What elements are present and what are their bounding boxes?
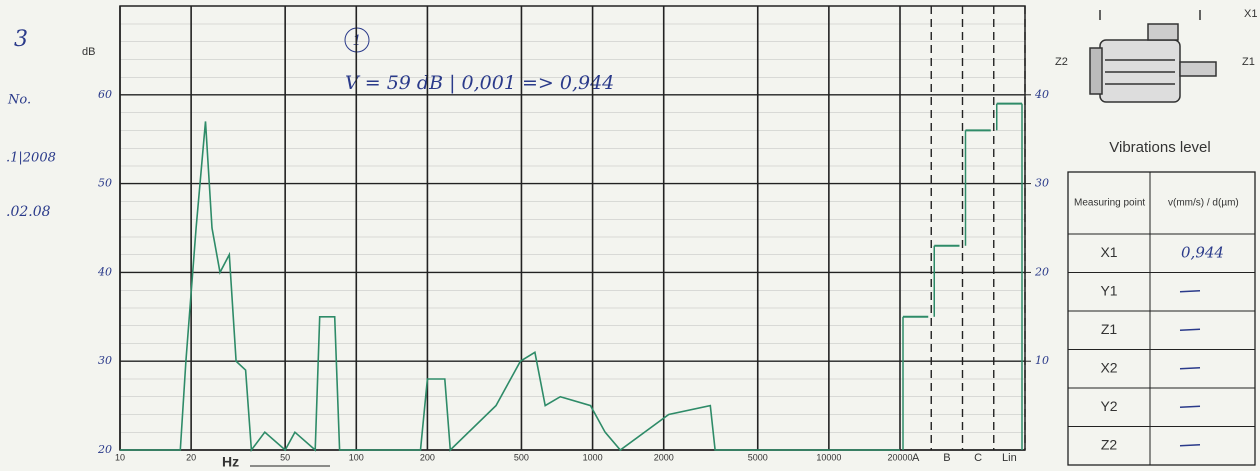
dash-mark [1180,368,1200,369]
table-frame [1068,172,1255,465]
x-tick-label: 500 [514,452,529,462]
x-tick-label: 100 [349,452,364,462]
axis-label: Z2 [1055,56,1068,68]
row-label: Z2 [1101,436,1118,452]
table-header: v(mm/s) / d(µm) [1168,198,1239,209]
margin-note: 3 [14,27,28,52]
x-tick-label: 50 [280,452,290,462]
y-tick-label: 20 [97,443,112,456]
chart: 3 No. .1|2008 .02.08 dB Hz 1 V = 59 dB |… [0,0,1260,471]
y-tick-label: 40 [97,265,112,278]
y-tick-label: 30 [98,354,112,367]
dash-mark [1180,445,1200,446]
dash-mark [1180,291,1200,292]
x-tick-label: 200 [420,452,435,462]
row-value: 0,944 [1181,243,1224,261]
x-tick-label: 20000 [887,452,912,462]
category-label: C [974,452,982,464]
y-tick-label: 60 [98,88,112,101]
page: 3 No. .1|2008 .02.08 dB Hz 1 V = 59 dB |… [0,0,1260,471]
x-tick-label: 2000 [654,452,674,462]
table-header: Measuring point [1074,198,1145,209]
x-axis-label: Hz [222,454,239,470]
x-tick-label: 1000 [583,452,603,462]
table: Measuring point v(mm/s) / d(µm) X1 0,944 Y1 Z… [1068,172,1255,465]
dash-mark [1180,329,1200,330]
category-label: B [943,452,950,464]
y2-tick-label: 40 [1034,88,1049,101]
row-label: Y2 [1100,398,1117,414]
x-tick-label: 10000 [816,452,841,462]
y2-tick-label: 30 [1035,177,1049,190]
axis-label: X1 [1244,8,1257,20]
y2-tick-label: 10 [1035,354,1049,367]
y2-tick-label: 20 [1034,265,1049,278]
margin-note: No. [7,93,31,108]
margin-note: .1|2008 [6,151,56,166]
row-label: X1 [1100,244,1117,260]
category-label: A [912,452,920,464]
row-label: X2 [1100,359,1117,375]
y-axis-label: dB [82,46,95,58]
annotation: V = 59 dB | 0,001 => 0,944 [345,72,614,94]
panel-title: Vibrations level [1109,139,1210,156]
row-label: Y1 [1100,282,1117,298]
x-tick-label: 10 [115,452,125,462]
dash-mark [1180,406,1200,407]
x-tick-label: 20 [186,452,196,462]
y-tick-label: 50 [98,177,112,190]
axis-label: Z1 [1242,56,1255,68]
x-tick-label: 5000 [748,452,768,462]
motor-icon [1090,10,1216,102]
row-label: Z1 [1101,321,1118,337]
category-label: Lin [1002,452,1017,464]
margin-note: .02.08 [6,204,51,220]
